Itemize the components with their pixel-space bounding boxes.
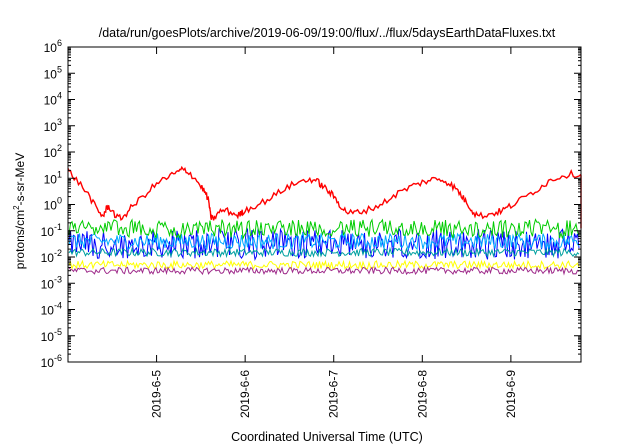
svg-text:protons/cm2-s-sr-MeV: protons/cm2-s-sr-MeV: [12, 153, 27, 269]
chart-title: /data/run/goesPlots/archive/2019-06-09/1…: [99, 26, 556, 40]
y-tick-label: 100: [44, 196, 62, 213]
x-tick-label: 2019-6-5: [150, 370, 164, 418]
y-tick-label: 10-3: [41, 274, 62, 291]
series-line: [68, 246, 580, 259]
series-line-red: [67, 165, 582, 229]
y-axis-label-base: protons/cm: [13, 210, 27, 269]
y-tick-label: 104: [44, 91, 62, 108]
y-tick-label: 10-6: [41, 353, 62, 370]
y-tick-label: 105: [44, 64, 62, 81]
y-tick-label: 101: [44, 169, 62, 186]
series-line: [68, 259, 580, 271]
x-tick-label: 2019-6-6: [238, 370, 252, 418]
series-line: [68, 232, 580, 251]
y-axis-label-sup: 2: [12, 205, 21, 210]
y-tick-label: 102: [44, 143, 62, 160]
x-tick-label: 2019-6-9: [504, 370, 518, 418]
x-tick-label: 2019-6-8: [415, 370, 429, 418]
y-axis-label-rest: -s-sr-MeV: [13, 153, 27, 206]
x-axis-label: Coordinated Universal Time (UTC): [231, 430, 423, 444]
axes: 10-6 10-5 10-4 10-3 10-2 10-1 100 101 102 103 104 1…: [41, 38, 582, 418]
plot-border: [67, 46, 582, 363]
x-tick-label: 2019-6-7: [327, 370, 341, 418]
y-tick-label: 10-2: [41, 248, 62, 265]
y-tick-label: 103: [44, 117, 62, 134]
y-tick-label: 10-1: [41, 222, 62, 239]
series-line: [68, 265, 580, 276]
y-tick-label: 106: [44, 38, 62, 55]
series-line: [68, 218, 580, 241]
plot-area: [67, 165, 582, 276]
y-tick-label: 10-5: [41, 327, 62, 344]
y-tick-label: 10-4: [41, 301, 62, 318]
y-axis-label: protons/cm2-s-sr-MeV: [12, 153, 27, 269]
